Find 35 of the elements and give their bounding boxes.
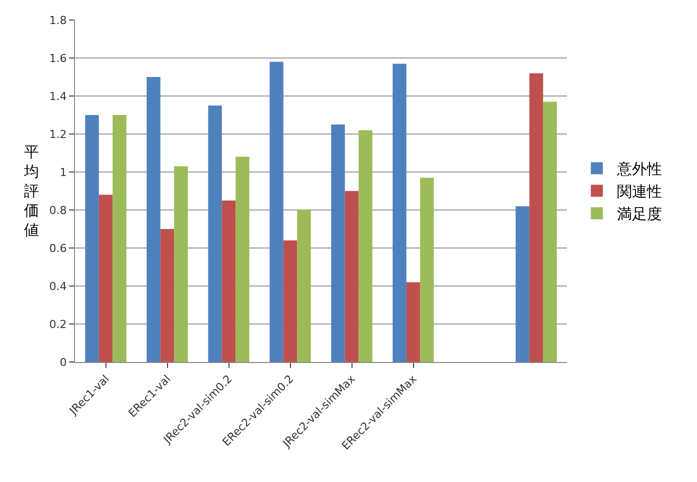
y-tick-label: 1 xyxy=(60,166,67,179)
bar xyxy=(222,200,236,362)
bar xyxy=(270,62,284,362)
bar xyxy=(529,73,544,362)
bar xyxy=(331,124,345,362)
bar xyxy=(392,64,406,362)
bar xyxy=(236,156,250,362)
y-axis-title: 平均評価値 xyxy=(23,143,39,239)
y-tick-label: 0 xyxy=(60,356,67,369)
bar xyxy=(420,178,434,362)
y-tick-label: 1.2 xyxy=(49,128,67,141)
bar xyxy=(344,191,359,362)
y-tick-label: 0.6 xyxy=(49,242,67,255)
bar xyxy=(208,106,222,362)
bar xyxy=(160,229,174,362)
y-tick-label: 1.8 xyxy=(49,14,67,27)
y-tick-label: 0.8 xyxy=(49,204,67,217)
y-tick-label: 0.4 xyxy=(49,280,67,293)
bar xyxy=(516,206,530,362)
bar xyxy=(85,115,99,362)
bar xyxy=(283,240,298,362)
y-tick-label: 0.2 xyxy=(49,318,67,331)
bar xyxy=(174,166,188,362)
bar xyxy=(406,282,420,362)
legend-label: 意外性 xyxy=(616,160,662,178)
legend-label: 関連性 xyxy=(616,182,662,201)
bar xyxy=(358,130,372,362)
bar xyxy=(297,210,311,362)
legend-label: 満足度 xyxy=(616,205,662,224)
y-tick-label: 1.4 xyxy=(49,90,67,103)
bar xyxy=(146,77,160,362)
bar xyxy=(543,102,557,362)
y-tick-label: 1.6 xyxy=(49,52,67,65)
bar xyxy=(112,115,126,362)
bar xyxy=(98,194,113,362)
